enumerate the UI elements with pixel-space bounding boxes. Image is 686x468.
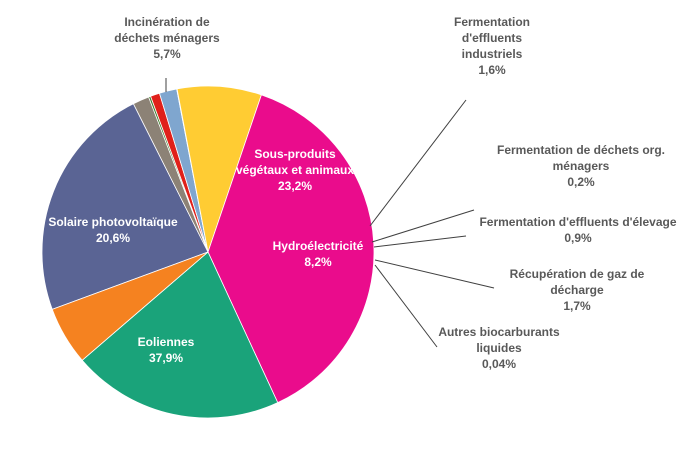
slice-name-5: Autres biocarburants <box>438 325 560 339</box>
pie-slice-9 <box>51 251 209 361</box>
slice-name-1: d'effluents <box>462 31 523 45</box>
slice-value-3: 0,9% <box>564 231 592 245</box>
leader-line-3 <box>373 235 467 248</box>
slice-value-1: 1,6% <box>478 63 506 77</box>
slice-label-1: Fermentation d'effluents industriels 1,6% <box>454 15 530 77</box>
slice-value-0: 23,2% <box>278 179 312 193</box>
leader-line-5 <box>374 264 438 348</box>
slice-name-1: industriels <box>462 47 523 61</box>
slice-label-4: Récupération de gaz de décharge 1,7% <box>510 267 645 313</box>
slice-label-2: Fermentation de déchets org. ménagers 0,2% <box>497 143 665 189</box>
slice-value-8: 20,6% <box>96 231 130 245</box>
slice-name-6: Hydroélectricité <box>273 239 364 253</box>
slice-name-0: Sous-produits <box>254 147 336 161</box>
slice-name-2: Fermentation de déchets org. <box>497 143 665 157</box>
slice-name-5: liquides <box>476 341 522 355</box>
slice-value-9: 5,7% <box>153 47 181 61</box>
slice-name-1: Fermentation <box>454 15 530 29</box>
slice-label-7: Eoliennes 37,9% <box>138 335 195 365</box>
slice-name-4: décharge <box>550 283 604 297</box>
slice-name-3: Fermentation d'effluents d'élevage <box>479 215 676 229</box>
slice-name-7: Eoliennes <box>138 335 195 349</box>
slice-name-9: Incinération de <box>124 15 210 29</box>
leader-line-1 <box>369 99 467 227</box>
pie-slice-0 <box>41 103 209 310</box>
slice-label-0: Sous-produits végétaux et animaux 23,2% <box>236 147 354 193</box>
leader-line-4 <box>374 259 495 289</box>
slice-value-5: 0,04% <box>482 357 516 371</box>
slice-label-9: Incinération de déchets ménagers 5,7% <box>114 15 220 61</box>
slice-name-8: Solaire photovoltaïque <box>48 215 178 229</box>
slice-value-2: 0,2% <box>567 175 595 189</box>
slice-label-5: Autres biocarburants liquides 0,04% <box>438 325 560 371</box>
slice-name-9: déchets ménagers <box>114 31 220 45</box>
slice-name-2: ménagers <box>553 159 610 173</box>
slice-value-4: 1,7% <box>563 299 591 313</box>
pie-slice-8 <box>81 251 279 419</box>
slice-name-4: Récupération de gaz de <box>510 267 645 281</box>
pie-slice-7 <box>207 94 375 404</box>
slice-value-7: 37,9% <box>149 351 183 365</box>
slice-name-0: végétaux et animaux <box>236 163 354 177</box>
slice-label-8: Solaire photovoltaïque 20,6% <box>48 215 178 245</box>
slice-label-3: Fermentation d'effluents d'élevage 0,9% <box>479 215 676 245</box>
slice-value-6: 8,2% <box>304 255 332 269</box>
slice-label-6: Hydroélectricité 8,2% <box>273 239 364 269</box>
leader-line-2 <box>371 209 475 243</box>
